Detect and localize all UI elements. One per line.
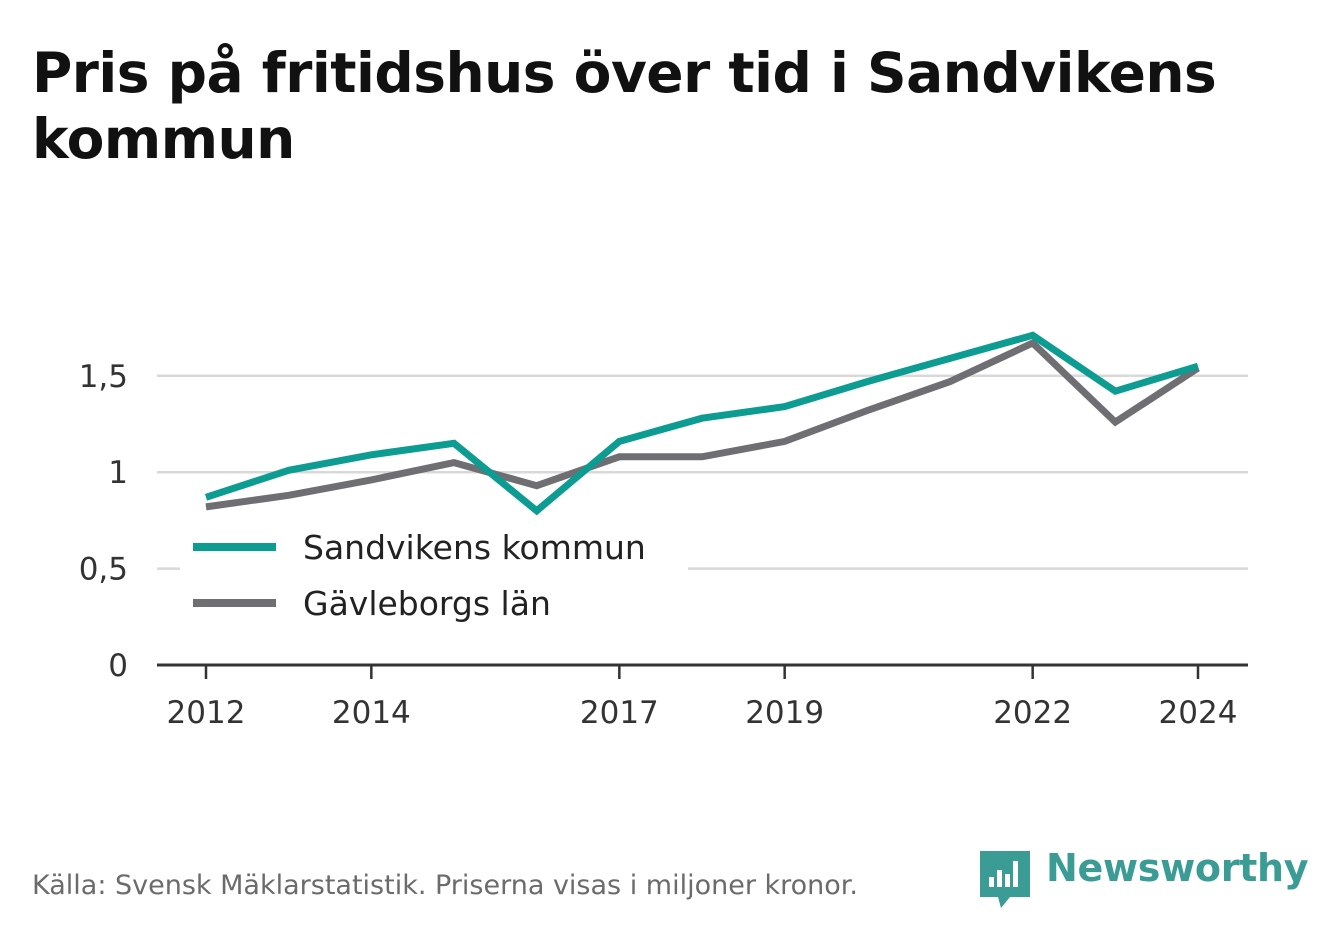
y-tick-label: 1 [108,455,128,491]
brand: Newsworthy [980,846,1309,910]
brand-name: Newsworthy [1046,846,1309,890]
series-line-1 [205,338,1200,511]
legend: Sandvikens kommun Gävleborgs län [180,522,688,634]
x-tick-label: 2012 [167,695,246,731]
line-chart: 0 0,5 1 1,5 2012 2014 2017 2019 2022 2024 Sandvi… [79,331,1248,731]
y-tick-label: 0,5 [79,552,128,588]
legend-label: Sandvikens kommun [303,528,646,567]
y-tick-label: 0 [108,648,128,684]
legend-label: Gävleborgs län [303,584,551,623]
x-tick-label: 2019 [745,695,824,731]
source-note: Källa: Svensk Mäklarstatistik. Priserna … [32,870,859,901]
chart-title: Pris på fritidshus över tid i Sandvikens… [32,41,1217,171]
x-axis-tick-labels: 2012 2014 2017 2019 2022 2024 [167,695,1238,731]
y-axis-tick-labels: 0 0,5 1 1,5 [79,359,128,684]
bar-chart-speech-bubble-icon [980,851,1030,908]
series-line-0 [204,331,1200,516]
x-tick-label: 2014 [332,695,411,731]
x-tick-label: 2022 [993,695,1072,731]
x-tick-label: 2017 [580,695,659,731]
series-lines [204,331,1200,516]
x-tick-label: 2024 [1159,695,1238,731]
legend-background [180,522,688,634]
x-axis [157,663,1248,679]
y-tick-label: 1,5 [79,359,128,395]
